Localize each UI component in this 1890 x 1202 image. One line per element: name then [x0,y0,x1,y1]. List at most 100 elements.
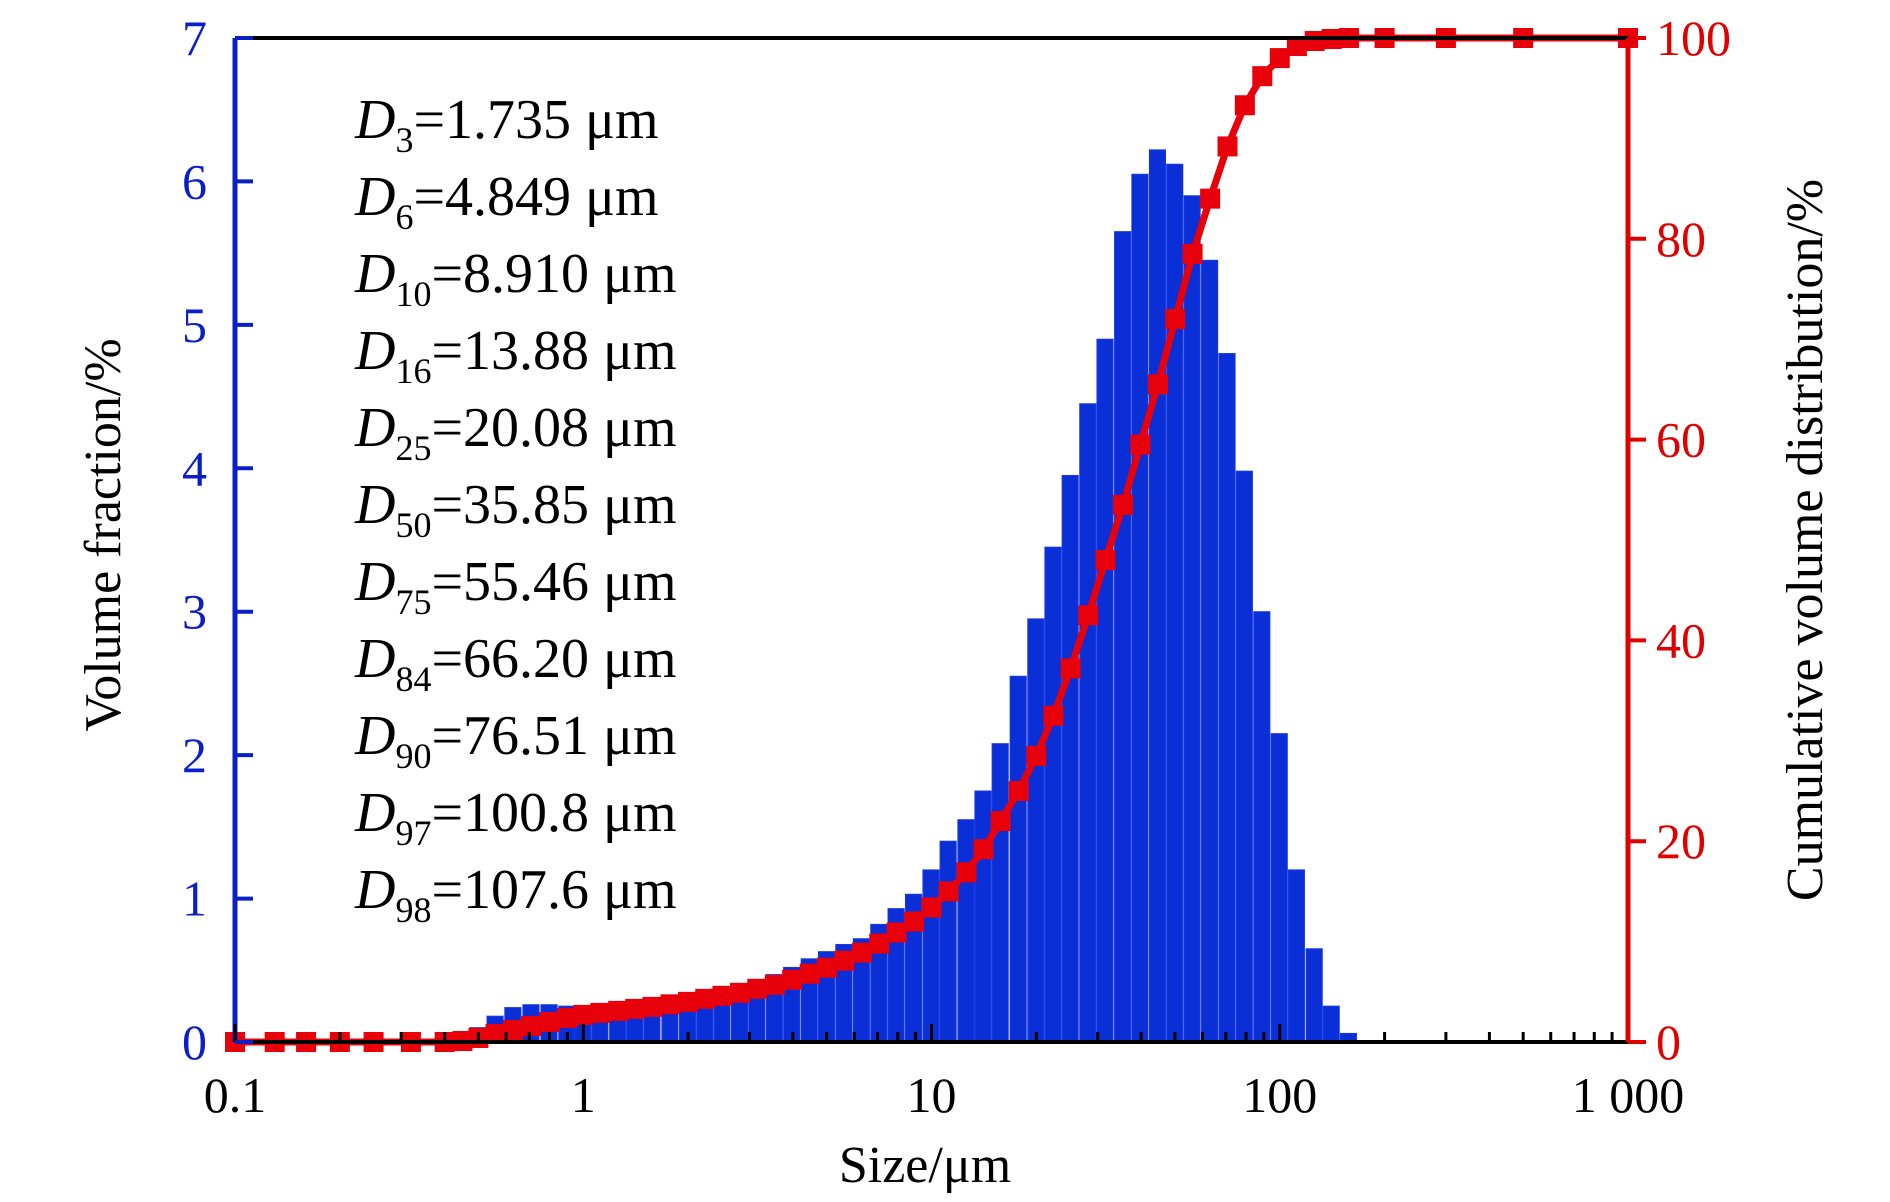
cumulative-marker [869,933,890,954]
cumulative-marker [503,1019,524,1040]
cumulative-marker [904,911,925,932]
x-tick-label: 10 [907,1067,957,1123]
x-axis-title: Size/μm [839,1137,1011,1194]
cumulative-marker [782,969,803,990]
cumulative-marker [816,957,837,978]
cumulative-marker [730,982,751,1003]
percentile-label: D75=55.46 μm [354,551,677,622]
left-tick-label: 5 [182,297,207,353]
right-axis-ticks: 0 20 40 60 80 100 [1628,10,1731,1070]
cumulative-marker [851,942,872,963]
cumulative-marker [834,950,855,971]
right-tick-label: 40 [1656,612,1706,668]
left-tick-label: 0 [182,1014,207,1070]
left-tick-label: 7 [182,10,207,66]
x-axis-ticks: 0.1 1 10 100 1 000 [204,1024,1685,1123]
x-tick-label: 1 [571,1067,596,1123]
volume-bar [1235,470,1253,1043]
volume-bar [974,790,992,1043]
volume-bar [1044,546,1062,1043]
volume-bar [957,819,975,1043]
cumulative-marker [973,839,994,860]
volume-bar [1253,611,1271,1043]
cumulative-marker [642,996,663,1017]
cumulative-marker [1182,243,1203,264]
cumulative-marker [1130,434,1151,455]
cumulative-marker [1026,745,1047,766]
cumulative-marker [1217,136,1238,157]
volume-bar [1131,173,1149,1043]
volume-bar [1061,474,1079,1043]
cumulative-marker [1165,309,1186,330]
cumulative-marker [1234,95,1255,116]
cumulative-marker [1252,66,1273,87]
cumulative-marker [1043,705,1064,726]
cumulative-marker [1286,36,1307,57]
volume-bar [1287,869,1305,1043]
percentile-label: D50=35.85 μm [354,474,677,545]
cumulative-marker [938,881,959,902]
volume-bar [1270,733,1288,1043]
cumulative-marker [1269,48,1290,69]
cumulative-marker [695,988,716,1009]
left-tick-label: 4 [182,440,207,496]
cumulative-marker [1147,374,1168,395]
percentile-label: D90=76.51 μm [354,705,677,776]
cumulative-marker [1060,658,1081,679]
x-tick-label: 100 [1242,1067,1317,1123]
left-tick-label: 1 [182,871,207,927]
right-tick-label: 0 [1656,1014,1681,1070]
right-tick-label: 20 [1656,813,1706,869]
cumulative-marker [1200,188,1221,209]
cumulative-marker [990,811,1011,832]
cumulative-marker [625,998,646,1019]
percentile-label: D98=107.6 μm [354,859,677,930]
cumulative-marker [886,922,907,943]
volume-bar [1201,259,1219,1043]
right-tick-label: 80 [1656,211,1706,267]
right-axis-title: Cumulative volume distribution/% [1777,179,1834,901]
cumulative-marker [1304,31,1325,52]
cumulative-marker [921,897,942,918]
cumulative-marker [539,1011,560,1032]
x-tick-label: 0.1 [204,1067,267,1123]
volume-bar [922,869,940,1043]
percentile-label: D3=1.735 μm [354,89,659,160]
volume-bar [1079,403,1097,1043]
left-axis-ticks: 0 1 2 3 4 5 6 7 [182,10,253,1070]
volume-bar [1218,353,1236,1043]
cumulative-marker [747,978,768,999]
cumulative-marker [590,1002,611,1023]
volume-bar [1322,1005,1340,1043]
cumulative-marker [764,974,785,995]
x-tick-label: 1 000 [1572,1067,1685,1123]
percentile-label: D10=8.910 μm [354,243,677,314]
left-tick-label: 2 [182,727,207,783]
right-tick-label: 60 [1656,412,1706,468]
percentile-label: D97=100.8 μm [354,782,677,853]
volume-bar [1148,149,1167,1043]
cumulative-marker [1078,605,1099,626]
volume-bar [1305,948,1323,1043]
cumulative-marker [557,1007,578,1028]
cumulative-marker [956,862,977,883]
cumulative-marker [573,1004,594,1025]
cumulative-marker [799,963,820,984]
cumulative-marker [660,994,681,1015]
right-tick-label: 100 [1656,10,1731,66]
percentile-label: D25=20.08 μm [354,397,677,468]
cumulative-marker [1095,550,1116,571]
cumulative-marker [608,1000,629,1021]
left-tick-label: 3 [182,584,207,640]
cumulative-marker [485,1023,506,1044]
percentile-label: D16=13.88 μm [354,320,677,391]
left-axis-title: Volume fraction/% [75,338,132,731]
cumulative-marker [712,985,733,1006]
volume-bar [991,743,1009,1043]
left-tick-label: 6 [182,153,207,209]
volume-bar [1009,675,1027,1043]
percentile-label: D84=66.20 μm [354,628,677,699]
volume-bar [1096,338,1114,1043]
